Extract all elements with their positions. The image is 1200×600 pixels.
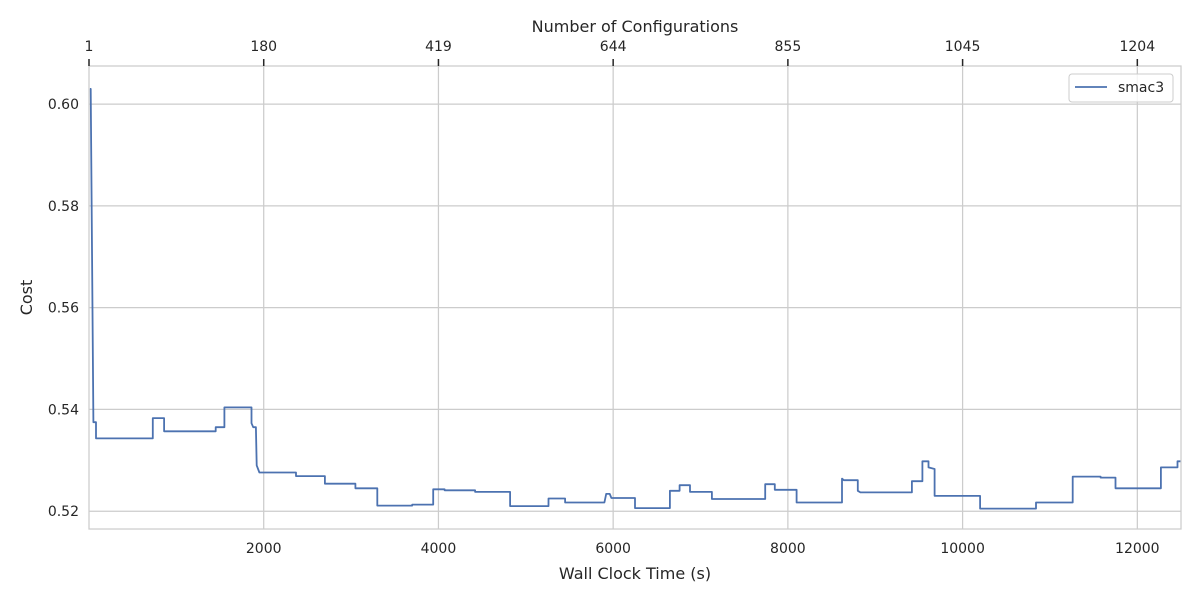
- series-layer: [89, 88, 1181, 510]
- x-tick-label: 10000: [940, 541, 985, 557]
- legend-box: [1068, 73, 1174, 103]
- top-tick-label: 1: [85, 39, 94, 55]
- top-tick-label: 855: [775, 39, 802, 55]
- top-axis-label: Number of Configurations: [532, 17, 739, 36]
- y-tick-label: 0.58: [48, 199, 79, 215]
- x-tick-label: 12000: [1115, 541, 1160, 557]
- top-tick-label: 1204: [1119, 39, 1155, 55]
- legend: smac3: [1068, 73, 1174, 103]
- x-tick-label: 4000: [421, 541, 457, 557]
- y-axis-label: Cost: [17, 280, 36, 316]
- y-tick-label: 0.54: [48, 402, 79, 418]
- top-tick-label: 644: [600, 39, 627, 55]
- y-tick-label: 0.56: [48, 301, 79, 317]
- y-tick-label: 0.60: [48, 97, 79, 113]
- x-tick-label: 2000: [246, 541, 282, 557]
- y-tick-label: 0.52: [48, 504, 79, 520]
- series-line-smac3: [89, 88, 1181, 510]
- x-tick-label: 8000: [770, 541, 806, 557]
- plot-frame: [88, 65, 1182, 530]
- grid-lines: [89, 66, 1181, 529]
- legend-label-smac3: smac3: [1118, 80, 1164, 96]
- top-tick-label: 1045: [945, 39, 981, 55]
- top-tick-label: 419: [425, 39, 452, 55]
- x-tick-label: 6000: [595, 541, 631, 557]
- x-axis-label: Wall Clock Time (s): [559, 564, 711, 583]
- tick-labels: 2000 4000 6000 8000 10000 12000 0.52 0.54 0.56 0.…: [48, 39, 1160, 557]
- top-tick-label: 180: [250, 39, 277, 55]
